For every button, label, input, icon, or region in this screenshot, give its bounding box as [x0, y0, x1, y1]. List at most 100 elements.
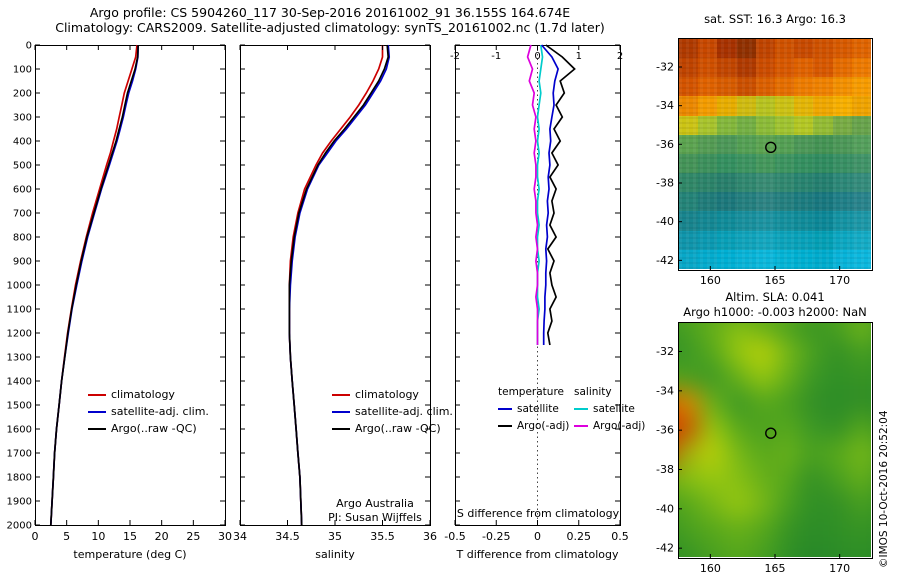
- map-cell: [849, 389, 871, 415]
- map-cell: [824, 389, 850, 415]
- map-cell: [794, 230, 814, 250]
- legend-line-climatology: [332, 393, 350, 396]
- map-cell: [849, 465, 871, 491]
- series-argo-raw: [49, 44, 140, 526]
- sla-y-tick-label: -36: [656, 424, 674, 437]
- series-satellite-adj-clim: [288, 44, 391, 526]
- map-cell: [725, 389, 751, 415]
- map-cell: [698, 192, 718, 212]
- legend-line-argo-raw: [88, 427, 106, 430]
- map-cell: [755, 230, 775, 250]
- map-cell: [725, 414, 751, 440]
- temperature-y-tick-label: 1600: [7, 425, 32, 436]
- map-cell: [799, 465, 825, 491]
- map-cell: [799, 323, 825, 339]
- legend-item: climatology: [88, 386, 209, 403]
- map-cell: [799, 490, 825, 517]
- map-cell: [736, 249, 756, 269]
- map-cell: [775, 211, 795, 231]
- map-cell: [679, 192, 699, 212]
- map-cell: [698, 173, 718, 193]
- legend-diff-salinity: salinity satellite Argo(-adj): [574, 384, 645, 434]
- salinity-axes-box: [240, 45, 431, 526]
- map-cell: [755, 115, 775, 135]
- map-cell: [813, 173, 833, 193]
- map-cell: [794, 77, 814, 97]
- map-cell: [849, 338, 871, 364]
- map-cell: [775, 39, 795, 59]
- title-line-2: Climatology: CARS2009. Satellite-adjuste…: [55, 20, 605, 35]
- temperature-y-tick-label: 1000: [7, 281, 32, 292]
- temperature-y-tick-label: 800: [13, 233, 32, 244]
- map-cell: [679, 153, 699, 174]
- map-cell: [698, 96, 718, 116]
- map-cell: [799, 541, 825, 557]
- sst-x-tick-label: 165: [765, 274, 786, 287]
- map-cell: [750, 363, 775, 390]
- map-cell: [736, 96, 756, 116]
- temperature-y-tick-label: 1100: [7, 305, 32, 316]
- sst-y-tick-label: -36: [656, 138, 674, 151]
- legend-label-s-satellite: satellite: [593, 402, 635, 415]
- map-cell: [851, 134, 871, 154]
- map-cell: [775, 363, 800, 390]
- map-cell: [679, 115, 699, 135]
- map-cell: [755, 211, 775, 231]
- legend-item: satellite-adj. clim.: [332, 403, 453, 420]
- sst-y-tick-label: -42: [656, 254, 674, 267]
- sla-x-tick-label: 170: [829, 562, 850, 575]
- legend-line-climatology: [88, 393, 106, 396]
- sla-y-tick-label: -42: [656, 542, 674, 555]
- salinity-x-tick-label: 34: [233, 530, 247, 543]
- difference-top-tick-label: 0: [534, 51, 540, 62]
- difference-top-tick-label: 2: [617, 51, 623, 62]
- legend-label-satellite-adj: satellite-adj. clim.: [355, 405, 453, 418]
- map-cell: [799, 363, 825, 390]
- map-cell: [736, 153, 756, 174]
- legend-label-satellite-adj: satellite-adj. clim.: [111, 405, 209, 418]
- temperature-y-tick-label: 2000: [7, 521, 32, 532]
- legend-line-s-argo-adj: [574, 424, 588, 427]
- map-cell: [775, 465, 800, 491]
- legend-line-t-satellite: [498, 407, 512, 410]
- map-cell: [775, 338, 800, 364]
- map-cell: [849, 516, 871, 542]
- salinity-x-tick-label: 34.5: [275, 530, 300, 543]
- legend-label-argo-raw: Argo(..raw -QC): [355, 422, 441, 435]
- map-cell: [736, 134, 756, 154]
- map-cell: [799, 338, 825, 364]
- map-cell: [717, 192, 737, 212]
- map-cell: [736, 173, 756, 193]
- map-cell: [679, 465, 701, 491]
- map-cell: [799, 516, 825, 542]
- map-cell: [725, 363, 751, 390]
- legend-item: satellite: [574, 400, 645, 417]
- map-cell: [717, 115, 737, 135]
- map-cell: [750, 490, 775, 517]
- map-cell: [698, 115, 718, 135]
- map-cell: [832, 96, 852, 116]
- map-cell: [750, 323, 775, 339]
- map-cell: [736, 58, 756, 78]
- temperature-y-tick-label: 300: [13, 113, 32, 124]
- legend-item: satellite: [498, 400, 569, 417]
- map-cell: [717, 211, 737, 231]
- map-cell: [813, 96, 833, 116]
- map-cell: [700, 440, 726, 466]
- sst-argo-position-marker: [765, 141, 777, 154]
- difference-top-tick-label: -1: [491, 51, 501, 62]
- series-t-diff-satellite: [540, 44, 560, 345]
- temperature-y-tick-label: 1200: [7, 329, 32, 340]
- map-cell: [725, 541, 751, 557]
- map-cell: [725, 516, 751, 542]
- legend-header-temperature: temperature: [498, 386, 564, 398]
- map-cell: [700, 490, 726, 517]
- map-cell: [700, 363, 726, 390]
- temperature-y-tick-label: 600: [13, 185, 32, 196]
- map-cell: [851, 173, 871, 193]
- map-cell: [750, 440, 775, 466]
- map-cell: [755, 39, 775, 59]
- map-cell: [851, 211, 871, 231]
- difference-x-tick-label: 0: [534, 530, 541, 543]
